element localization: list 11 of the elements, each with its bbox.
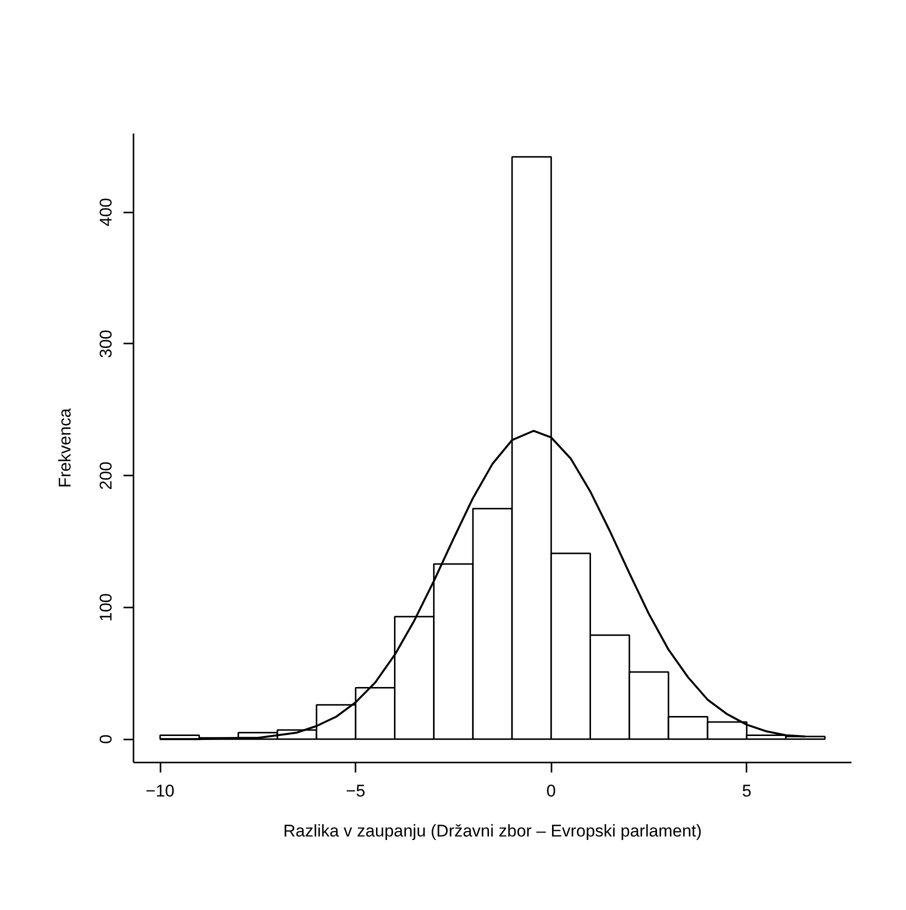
y-tick-label: 0 [96, 734, 116, 744]
x-tick-label: −5 [346, 782, 366, 800]
x-tick-label: 0 [546, 782, 556, 800]
y-tick-label: 200 [96, 461, 116, 490]
y-tick-label: 300 [96, 330, 116, 358]
x-axis-title: Razlika v zaupanju (Državni zbor – Evropski parlament) [283, 822, 702, 840]
y-tick-label: 100 [96, 593, 116, 622]
x-tick-label: 5 [742, 782, 752, 800]
y-tick-label: 400 [96, 198, 116, 226]
x-tick-label: −10 [146, 782, 175, 800]
y-axis-title: Frekvenca [56, 408, 74, 488]
